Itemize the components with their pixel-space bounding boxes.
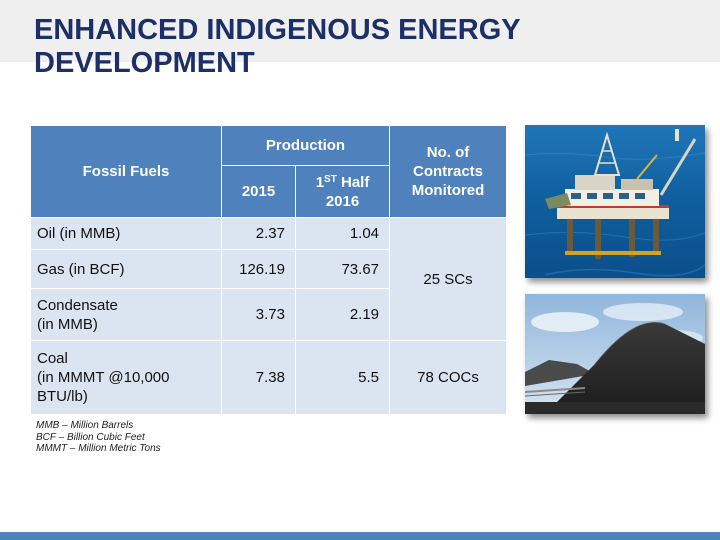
row-label: Coal (in MMMT @10,000 BTU/lb)	[30, 340, 222, 415]
offshore-platform-illustration	[525, 125, 705, 278]
value-2016: 1.04	[294, 217, 391, 250]
value-2015: 3.73	[221, 288, 296, 341]
header-half-word: Half	[340, 173, 370, 191]
coal-stockpile-illustration	[525, 294, 705, 414]
header-fossil-fuels-label: Fossil Fuels	[82, 163, 170, 180]
header-half-year: 2016	[325, 192, 360, 210]
header-production: Production	[220, 125, 391, 166]
value-2015: 2.37	[221, 217, 296, 250]
row-label-line2: (in MMMT @10,000	[37, 369, 170, 386]
value-2016: 73.67	[294, 249, 391, 289]
header-2015: 2015	[221, 165, 296, 218]
header-fossil-fuels: Fossil Fuels	[30, 125, 222, 218]
header-production-label: Production	[265, 137, 346, 154]
table-row-oil: Oil (in MMB) 2.37 1.04 25 SCs	[30, 217, 508, 341]
row-label-line1: Coal	[37, 350, 68, 367]
abbreviation-notes: MMB – Million Barrels BCF – Billion Cubi…	[36, 420, 161, 455]
header-contracts: No. of Contracts Monitored	[389, 125, 508, 218]
page-title: ENHANCED INDIGENOUS ENERGY DEVELOPMENT	[34, 14, 521, 79]
row-label-line1: Gas (in BCF)	[37, 260, 125, 278]
contracts-coal: 78 COCs	[389, 340, 508, 415]
table-row-coal: Coal (in MMMT @10,000 BTU/lb) 7.38 5.5 7…	[30, 340, 508, 415]
note-bcf: BCF – Billion Cubic Feet	[36, 431, 145, 443]
contracts-oil-gas: 25 SCs	[389, 217, 508, 341]
title-bar: ENHANCED INDIGENOUS ENERGY DEVELOPMENT	[0, 0, 720, 79]
header-contracts-line3: Monitored	[411, 182, 485, 199]
note-mmb: MMB – Million Barrels	[36, 420, 134, 431]
row-label-line1: Oil (in MMB)	[37, 225, 121, 242]
table-row-condensate: Condensate (in MMB) 3.73 2.19	[30, 288, 507, 341]
table-row-gas: Gas (in BCF) 126.19 73.67	[30, 249, 507, 289]
header-2015-label: 2015	[241, 183, 276, 200]
coal-stockpile-image	[525, 294, 705, 414]
value-2015: 126.19	[221, 249, 296, 289]
row-label-line1: Condensate	[37, 296, 118, 314]
row-label: Gas (in BCF)	[30, 249, 222, 289]
value-2016: 5.5	[294, 340, 391, 415]
fossil-fuels-table: Fossil Fuels Production No. of Contracts…	[30, 125, 508, 415]
offshore-platform-image	[525, 125, 705, 278]
header-half-sup: ST	[324, 173, 337, 185]
value-2015: 7.38	[221, 340, 296, 415]
row-label: Oil (in MMB)	[30, 217, 222, 250]
header-contracts-line2: Contracts	[413, 163, 484, 180]
header-first-half-2016: 1ST Half 2016	[294, 165, 391, 218]
header-contracts-line1: No. of	[426, 144, 470, 161]
row-label-line2: (in MMB)	[37, 315, 98, 333]
note-mmmt: MMMT – Million Metric Tons	[36, 443, 161, 454]
header-half-prefix: 1	[315, 173, 325, 191]
row-label-line3: BTU/lb)	[37, 388, 88, 405]
row-label: Condensate (in MMB)	[30, 288, 222, 341]
footer-bar	[0, 532, 720, 540]
value-2016: 2.19	[294, 288, 391, 341]
